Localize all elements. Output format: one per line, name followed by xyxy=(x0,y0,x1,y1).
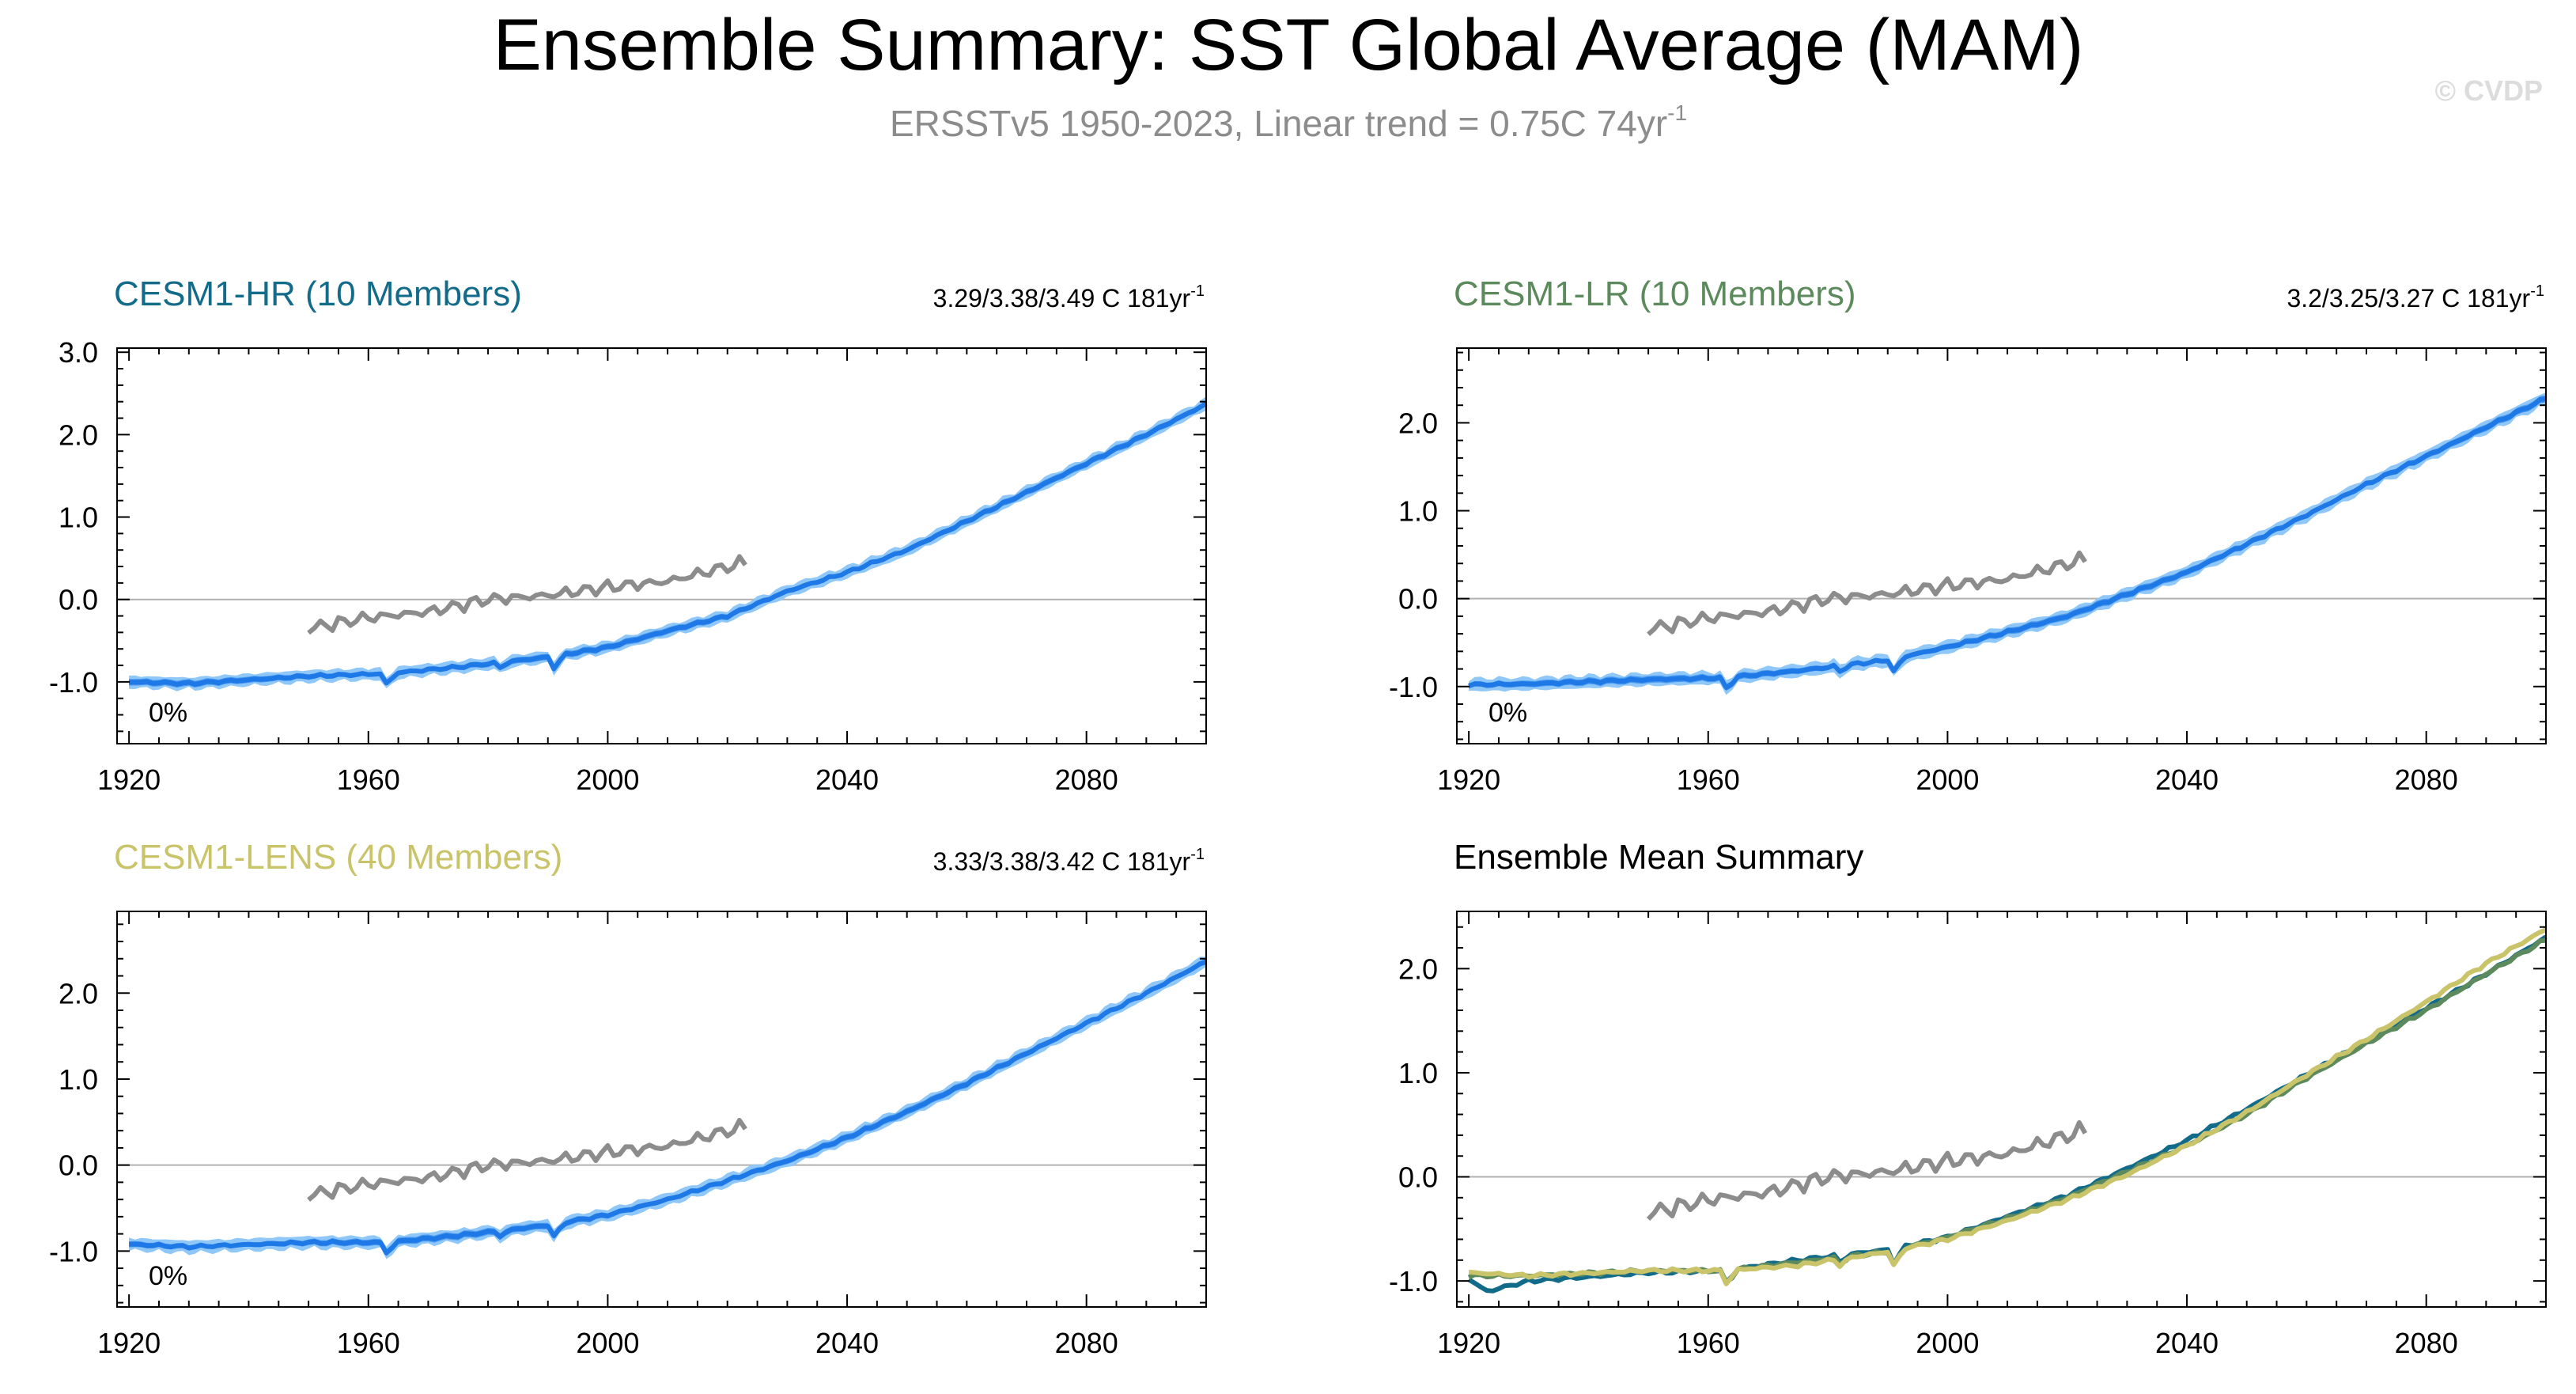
x-tick-label: 2040 xyxy=(2155,763,2219,796)
trend-label: 3.33/3.38/3.42 C 181yr-1 xyxy=(933,846,1205,876)
x-tick-label: 1920 xyxy=(1437,1327,1500,1359)
x-tick-label: 2040 xyxy=(815,763,879,796)
x-tick-label: 1920 xyxy=(1437,763,1500,796)
x-tick-label: 2000 xyxy=(1916,763,1979,796)
ensemble-interquartile-band xyxy=(129,959,1207,1256)
panels: 1920 1960 2000 2040 2080 -1.0 0.0 1.0 2.0 3.0 CESM… xyxy=(49,275,2548,1359)
x-tick-label: 2080 xyxy=(2395,1327,2458,1359)
y-tick-label: -1.0 xyxy=(1389,1265,1438,1297)
figure-title: Ensemble Summary: SST Global Average (MA… xyxy=(493,5,2083,85)
mean-lr-line xyxy=(1467,938,2547,1285)
ensemble-interquartile-band xyxy=(129,400,1207,688)
y-tick-label: 1.0 xyxy=(59,502,98,534)
chart-panel-3: 1920 1960 2000 2040 2080 -1.0 0.0 1.0 2.0 CESM1-L… xyxy=(49,838,1207,1359)
panel-title: Ensemble Mean Summary xyxy=(1454,838,1863,877)
mean-lens-line xyxy=(1468,927,2548,1286)
percent-label: 0% xyxy=(1488,698,1527,728)
trend-superscript: -1 xyxy=(1190,846,1205,863)
trend-text: 3.33/3.38/3.42 C 181yr xyxy=(933,847,1191,876)
y-tick-label: 2.0 xyxy=(59,419,98,451)
plot-frame xyxy=(116,911,1207,1308)
chart-panel-1: 1920 1960 2000 2040 2080 -1.0 0.0 1.0 2.0 3.0 CESM… xyxy=(49,275,1208,796)
ensemble-range-band xyxy=(129,956,1207,1260)
x-tick-label: 2000 xyxy=(576,1327,639,1359)
y-tick-label: 1.0 xyxy=(59,1063,98,1096)
y-tick-label: -1.0 xyxy=(49,1235,98,1267)
trend-text: 3.29/3.38/3.49 C 181yr xyxy=(933,284,1191,313)
plot-frame xyxy=(116,347,1207,744)
x-tick-label: 1920 xyxy=(97,1327,161,1359)
x-tick-label: 2080 xyxy=(2395,763,2458,796)
ensemble-interquartile-band xyxy=(1469,395,2546,691)
trend-text: 3.2/3.25/3.27 C 181yr xyxy=(2287,284,2530,313)
y-tick-label: 0.0 xyxy=(1398,583,1438,616)
ensemble-mean-line xyxy=(1468,396,2547,690)
y-tick-label: 0.0 xyxy=(59,1150,98,1182)
y-tick-label: 0.0 xyxy=(1398,1161,1438,1194)
mean-hr-line xyxy=(1467,934,2548,1294)
chart-panel-2: 1920 1960 2000 2040 2080 -1.0 0.0 1.0 2.0 CESM1-L… xyxy=(1389,275,2547,796)
panel-title: CESM1-LENS (40 Members) xyxy=(114,838,562,877)
chart-panel-4: 1920 1960 2000 2040 2080 -1.0 0.0 1.0 2.0 Ensembl… xyxy=(1389,838,2548,1359)
y-tick-label: 2.0 xyxy=(1398,407,1438,439)
observed-ersst-line xyxy=(1647,550,2087,636)
observed-ersst-line xyxy=(307,1118,747,1202)
ensemble-mean-line xyxy=(128,959,1207,1256)
panel-title: CESM1-HR (10 Members) xyxy=(114,275,522,313)
subtitle-text: ERSSTv5 1950-2023, Linear trend = 0.75C … xyxy=(890,103,1667,144)
x-tick-label: 1960 xyxy=(337,1327,400,1359)
y-tick-label: 0.0 xyxy=(59,584,98,616)
percent-label: 0% xyxy=(149,698,187,728)
x-tick-label: 1920 xyxy=(97,763,161,796)
x-tick-label: 2080 xyxy=(1055,1327,1118,1359)
ensemble-mean-line xyxy=(129,401,1208,687)
y-tick-label: -1.0 xyxy=(49,666,98,699)
x-tick-label: 2080 xyxy=(1055,763,1118,796)
observed-ersst-line xyxy=(1646,1119,2088,1221)
figure-subtitle: ERSSTv5 1950-2023, Linear trend = 0.75C … xyxy=(890,100,1687,144)
x-tick-label: 2000 xyxy=(1916,1327,1979,1359)
x-tick-label: 1960 xyxy=(337,763,400,796)
y-tick-label: 2.0 xyxy=(1398,953,1438,985)
x-tick-label: 2040 xyxy=(815,1327,879,1359)
x-tick-label: 1960 xyxy=(1677,1327,1740,1359)
x-tick-label: 1960 xyxy=(1677,763,1740,796)
ensemble-range-band xyxy=(1469,392,2546,695)
trend-superscript: -1 xyxy=(2530,282,2544,300)
cvdp-watermark: © CVDP xyxy=(2434,74,2543,107)
y-tick-label: 2.0 xyxy=(59,977,98,1010)
subtitle-superscript: -1 xyxy=(1667,100,1687,125)
observed-ersst-line xyxy=(307,554,747,635)
x-tick-label: 2000 xyxy=(576,763,639,796)
y-tick-label: 1.0 xyxy=(1398,495,1438,528)
y-tick-label: -1.0 xyxy=(1389,671,1438,703)
plot-frame xyxy=(1456,911,2547,1308)
panel-title: CESM1-LR (10 Members) xyxy=(1454,275,1856,313)
trend-superscript: -1 xyxy=(1190,282,1205,300)
y-tick-label: 1.0 xyxy=(1398,1057,1438,1089)
y-tick-label: 3.0 xyxy=(59,336,98,369)
trend-label: 3.29/3.38/3.49 C 181yr-1 xyxy=(933,282,1205,313)
x-tick-label: 2040 xyxy=(2155,1327,2219,1359)
trend-label: 3.2/3.25/3.27 C 181yr-1 xyxy=(2287,282,2544,313)
ensemble-range-band xyxy=(129,396,1207,691)
percent-label: 0% xyxy=(149,1261,187,1291)
